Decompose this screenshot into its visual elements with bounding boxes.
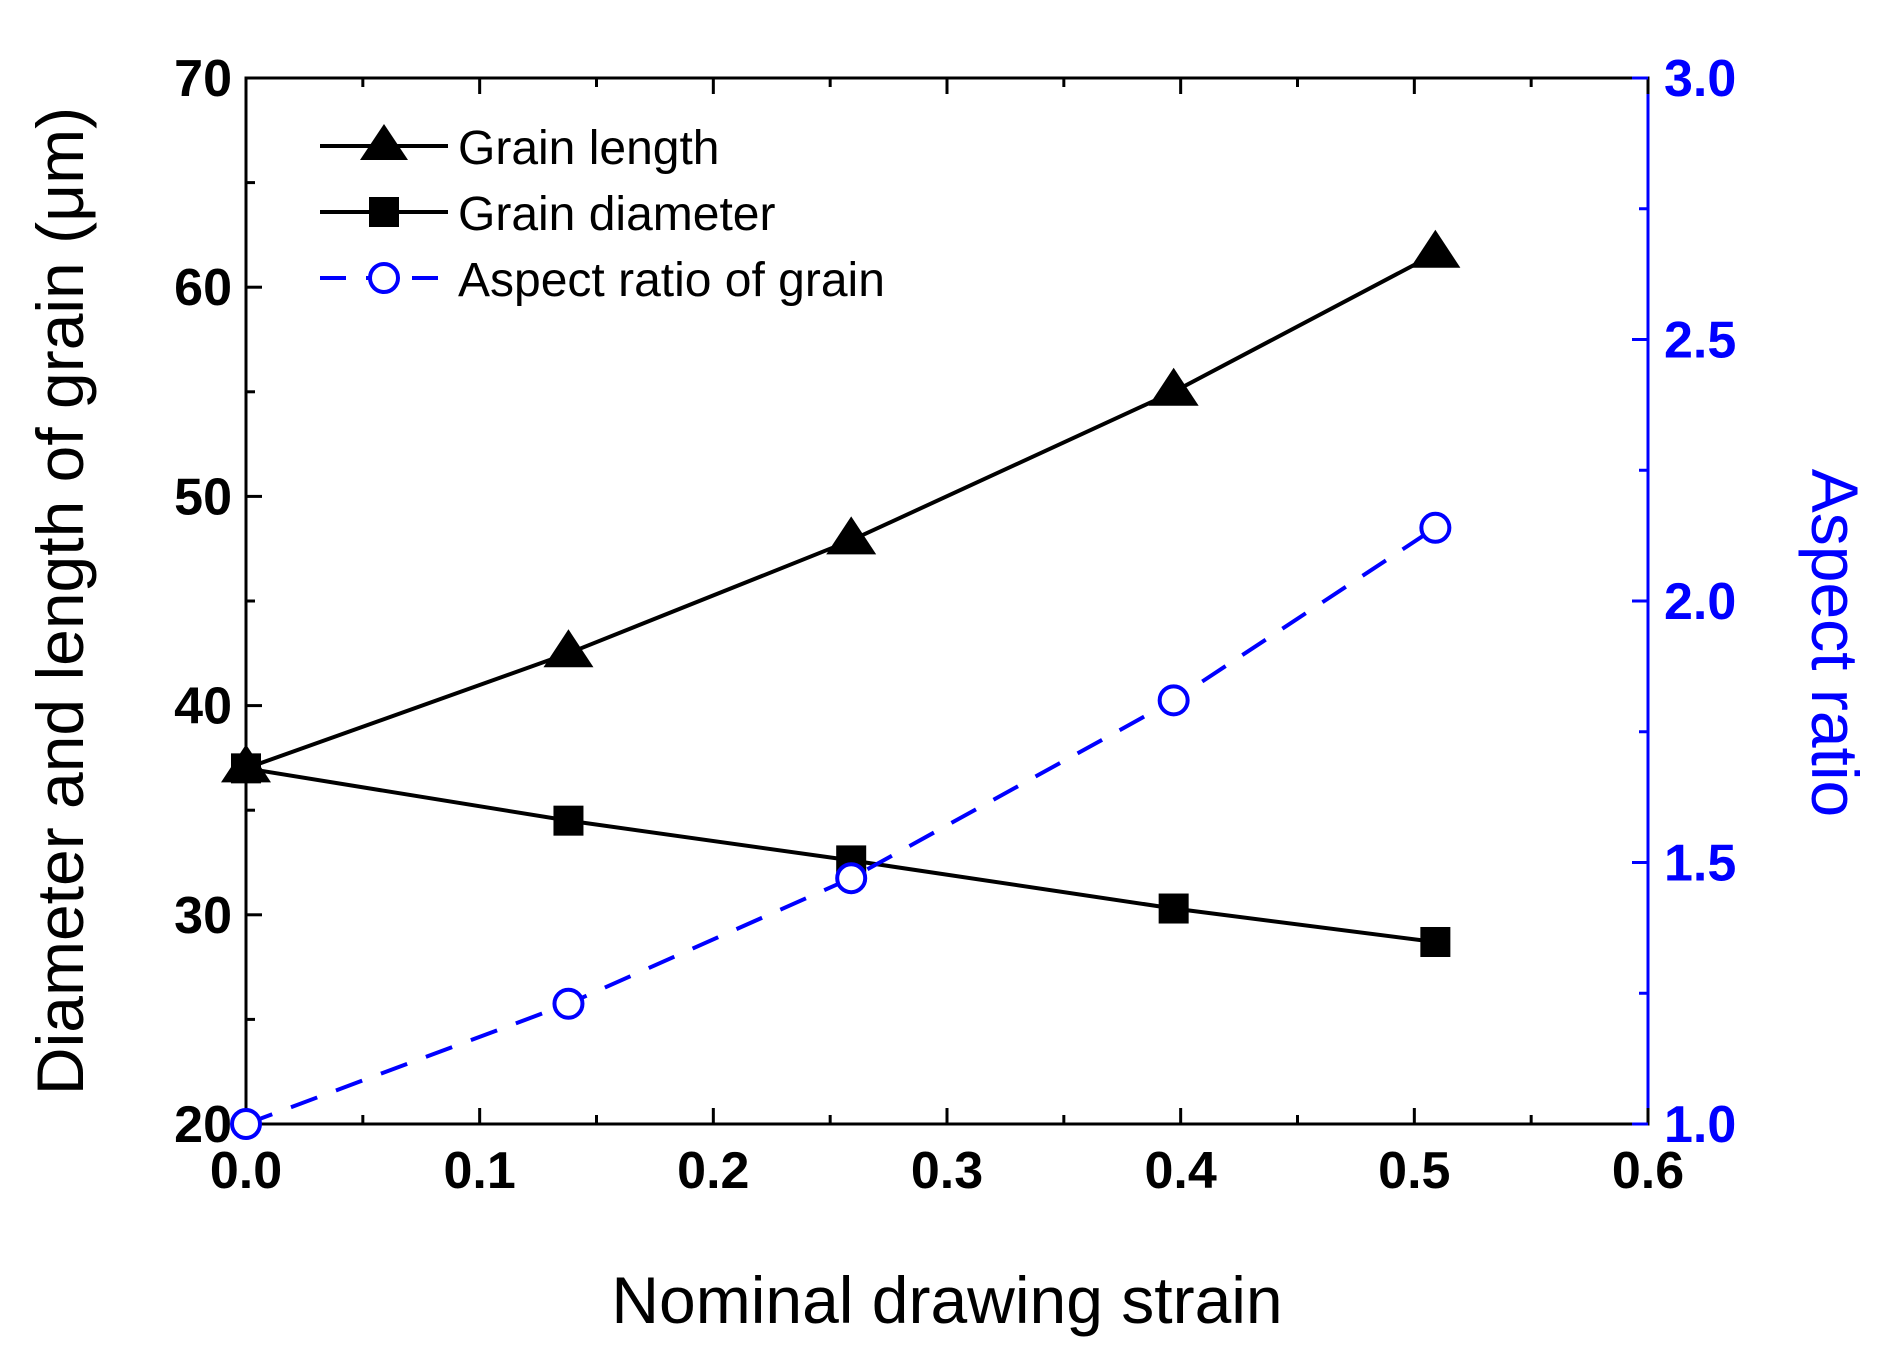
y2-tick-label: 2.0 — [1664, 573, 1736, 631]
aspect-ratio-point — [1157, 684, 1190, 717]
x-tick-label: 0.3 — [911, 1142, 983, 1200]
y2-tick-label: 3.0 — [1664, 50, 1736, 108]
y2-tick-label: 1.0 — [1664, 1096, 1736, 1154]
y2-tick-label: 1.5 — [1664, 835, 1736, 893]
y2-tick-label: 2.5 — [1664, 312, 1736, 370]
grain-length-point — [543, 629, 594, 668]
y-tick-label: 20 — [174, 1096, 232, 1154]
grain-length-point — [1410, 229, 1461, 268]
legend: Grain length Grain diameter Aspect ratio… — [320, 122, 885, 307]
y-tick-label: 30 — [174, 887, 232, 945]
series-line-2 — [245, 526, 1437, 1126]
x-axis-title: Nominal drawing strain — [611, 1263, 1282, 1337]
legend-label-grain-diameter: Grain diameter — [458, 188, 775, 241]
y-axis-right-ticks: 1.0 1.5 2.0 2.5 3.0 — [1632, 50, 1736, 1154]
y-tick-label: 50 — [174, 468, 232, 526]
legend-open-circle-icon — [368, 262, 400, 294]
x-tick-label: 0.6 — [1612, 1142, 1684, 1200]
legend-label-grain-length: Grain length — [458, 122, 720, 175]
legend-label-aspect-ratio: Aspect ratio of grain — [458, 254, 885, 307]
series-line-0 — [245, 251, 1437, 771]
aspect-ratio-point — [552, 987, 585, 1020]
y2-axis-title: Aspect ratio — [1798, 469, 1872, 818]
legend-triangle-icon — [360, 124, 408, 160]
series-layer — [221, 229, 1461, 1140]
legend-square-icon — [369, 197, 399, 227]
y-axis-left-ticks: 20 30 40 50 60 70 — [174, 50, 262, 1154]
x-tick-label: 0.4 — [1145, 1142, 1217, 1200]
y-tick-label: 60 — [174, 259, 232, 317]
aspect-ratio-point — [835, 862, 868, 895]
aspect-ratio-point — [230, 1108, 262, 1140]
x-tick-label: 0.0 — [210, 1142, 282, 1200]
grain-length-point — [826, 516, 877, 555]
grain-diameter-point — [1420, 926, 1451, 957]
y-tick-label: 70 — [174, 50, 232, 108]
grain-length-point — [1148, 367, 1199, 406]
grain-diameter-point — [231, 753, 261, 784]
grain-diameter-point — [1158, 893, 1189, 924]
grain-diameter-point — [553, 805, 584, 836]
y-axis-title: Diameter and length of grain (μm) — [23, 107, 97, 1095]
x-axis-ticks: 0.0 0.1 0.2 0.3 0.4 0.5 0.6 — [210, 78, 1684, 1200]
x-tick-label: 0.5 — [1378, 1142, 1450, 1200]
aspect-ratio-point — [1419, 511, 1452, 544]
y-tick-label: 40 — [174, 678, 232, 736]
x-tick-label: 0.2 — [677, 1142, 749, 1200]
x-tick-label: 0.1 — [444, 1142, 516, 1200]
